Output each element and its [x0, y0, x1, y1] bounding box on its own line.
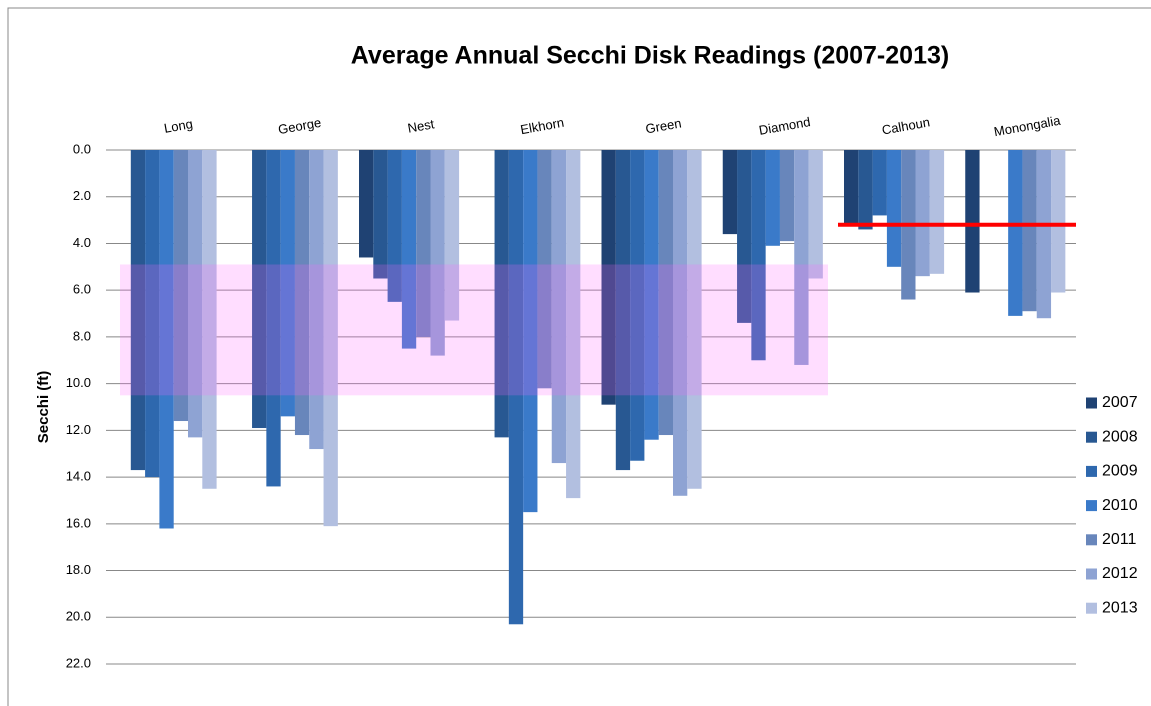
- bar: [130, 150, 146, 471]
- bar: [615, 150, 631, 471]
- bar: [929, 150, 945, 274]
- x-tick-label: Green: [644, 115, 682, 136]
- bar: [630, 150, 645, 461]
- y-tick-label: 10.0: [66, 375, 91, 390]
- y-tick-label: 2.0: [73, 188, 91, 203]
- bar: [202, 150, 217, 489]
- bar: [872, 150, 887, 216]
- legend-label: 2012: [1102, 565, 1138, 582]
- bar: [794, 150, 809, 365]
- bar: [416, 150, 431, 337]
- bar: [808, 150, 823, 279]
- bar: [722, 150, 738, 235]
- y-tick-label: 14.0: [66, 469, 91, 484]
- bar: [858, 150, 873, 230]
- x-tick-label: Calhoun: [881, 114, 931, 137]
- bar: [566, 150, 581, 499]
- y-tick-label: 0.0: [73, 141, 91, 156]
- bar: [1008, 150, 1023, 316]
- bar: [886, 150, 902, 267]
- bar: [309, 150, 324, 450]
- legend-label: 2011: [1102, 531, 1137, 548]
- bar: [601, 150, 616, 405]
- legend-swatch: [1086, 431, 1097, 443]
- bar: [751, 150, 766, 361]
- bar: [280, 150, 295, 417]
- bar: [494, 150, 509, 438]
- bar: [266, 150, 281, 487]
- bar: [159, 150, 174, 529]
- legend-swatch: [1086, 465, 1097, 477]
- bar: [1022, 150, 1037, 312]
- bar: [401, 150, 417, 349]
- bar: [373, 150, 388, 279]
- bar: [965, 150, 980, 293]
- y-axis-label: Secchi (ft): [35, 371, 52, 444]
- x-tick-label: Nest: [406, 116, 435, 135]
- chart-title: Average Annual Secchi Disk Readings (200…: [351, 42, 949, 70]
- bar: [915, 150, 930, 277]
- chart-border: [7, 7, 1151, 706]
- bar: [779, 150, 795, 242]
- bar: [294, 150, 310, 436]
- y-tick-label: 16.0: [66, 515, 91, 530]
- legend-swatch: [1086, 500, 1097, 512]
- bar: [658, 150, 673, 436]
- legend-label: 2008: [1102, 428, 1138, 445]
- bar: [844, 150, 859, 225]
- bar: [644, 150, 659, 440]
- bar: [188, 150, 203, 438]
- bar: [673, 150, 688, 496]
- x-tick-label: Elkhorn: [519, 115, 565, 137]
- y-tick-label: 22.0: [66, 655, 91, 670]
- bar: [1036, 150, 1052, 319]
- bar: [252, 150, 267, 429]
- bar: [145, 150, 160, 478]
- x-tick-label: Monongalia: [993, 113, 1063, 140]
- bar: [737, 150, 752, 323]
- y-tick-label: 4.0: [73, 235, 91, 250]
- bar: [687, 150, 702, 489]
- x-tick-label: George: [277, 115, 322, 137]
- legend-label: 2010: [1102, 497, 1138, 514]
- legend-swatch: [1086, 397, 1097, 409]
- legend-swatch: [1086, 568, 1097, 580]
- bar: [444, 150, 460, 321]
- x-tick-label: Long: [163, 116, 194, 136]
- legend-swatch: [1086, 534, 1097, 546]
- bar: [173, 150, 188, 422]
- legend-label: 2009: [1102, 463, 1138, 480]
- bar: [430, 150, 445, 356]
- bar: [508, 150, 524, 625]
- x-tick-label: Diamond: [758, 114, 812, 138]
- bar: [537, 150, 552, 389]
- bar: [1051, 150, 1066, 293]
- y-tick-label: 6.0: [73, 282, 91, 297]
- shaded-range: [120, 264, 828, 396]
- y-tick-label: 12.0: [66, 422, 91, 437]
- bar: [387, 150, 402, 302]
- legend-label: 2013: [1102, 599, 1138, 616]
- legend-label: 2007: [1102, 394, 1138, 411]
- bar: [523, 150, 538, 513]
- bar: [359, 150, 374, 258]
- y-tick-label: 18.0: [66, 562, 91, 577]
- bar: [765, 150, 780, 246]
- y-tick-label: 8.0: [73, 328, 91, 343]
- y-tick-label: 20.0: [66, 609, 91, 624]
- bar: [323, 150, 338, 527]
- legend-swatch: [1086, 602, 1097, 614]
- bar: [551, 150, 567, 464]
